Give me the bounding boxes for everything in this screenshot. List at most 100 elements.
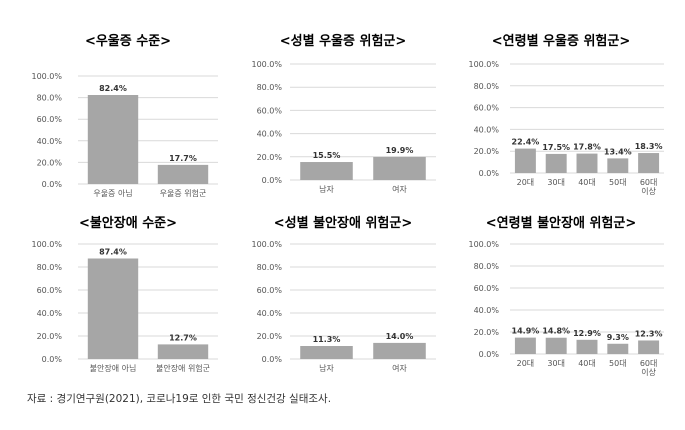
y-tick-label: 20.0% <box>257 332 283 341</box>
data-label: 9.3% <box>607 333 629 342</box>
chart-panel-1: <우울증 수준> 0.0% 20.0% 40.0% 60.0% 80.0% 100.0% 82… <box>31 33 218 198</box>
y-tick-label: 20.0% <box>37 158 63 167</box>
chart-panel-4: <불안장애 수준> 0.0% 20.0% 40.0% 60.0% 80.0% 100.0% 8… <box>31 215 218 373</box>
data-label: 11.3% <box>313 335 341 344</box>
x-tick-label: 이상 <box>641 186 656 196</box>
y-tick-label: 100.0% <box>468 240 499 249</box>
bar <box>373 156 426 180</box>
data-label: 12.3% <box>635 329 663 338</box>
data-label: 14.8% <box>542 327 570 336</box>
y-tick-label: 20.0% <box>474 328 500 337</box>
data-label: 82.4% <box>99 84 127 93</box>
y-tick-label: 40.0% <box>257 309 283 318</box>
bar <box>300 346 353 359</box>
y-tick-label: 0.0% <box>479 350 500 359</box>
y-tick-label: 80.0% <box>37 94 63 103</box>
y-tick-label: 0.0% <box>262 355 283 364</box>
x-tick-label: 불안장애 위험군 <box>156 363 210 373</box>
chart-title: <불안장애 수준> <box>79 215 177 231</box>
y-tick-label: 80.0% <box>37 263 63 272</box>
y-tick-label: 100.0% <box>31 72 62 81</box>
x-tick-label: 30대 <box>547 359 565 368</box>
y-tick-label: 80.0% <box>257 263 283 272</box>
y-tick-label: 100.0% <box>31 240 62 249</box>
data-label: 22.4% <box>512 138 540 147</box>
data-label: 17.7% <box>169 154 197 163</box>
y-tick-label: 20.0% <box>37 332 63 341</box>
y-tick-label: 0.0% <box>42 355 63 364</box>
y-tick-label: 40.0% <box>37 309 63 318</box>
x-tick-label: 20대 <box>517 178 535 187</box>
y-tick-label: 60.0% <box>37 286 63 295</box>
bar <box>87 258 139 359</box>
bar <box>373 342 426 359</box>
x-tick-label: 우울증 아님 <box>93 188 132 198</box>
y-tick-label: 60.0% <box>474 104 500 113</box>
x-tick-label: 남자 <box>319 364 334 373</box>
y-tick-label: 20.0% <box>474 147 500 156</box>
bar <box>638 153 660 173</box>
y-tick-label: 60.0% <box>37 115 63 124</box>
y-tick-label: 40.0% <box>474 306 500 315</box>
x-tick-label: 60대 <box>640 178 658 187</box>
bar <box>607 158 629 173</box>
x-tick-label: 이상 <box>641 367 656 377</box>
y-tick-label: 80.0% <box>474 262 500 271</box>
bar <box>514 148 536 173</box>
chart-title: <연령별 불안장애 위험군> <box>486 215 636 231</box>
y-tick-label: 100.0% <box>468 60 499 69</box>
data-label: 12.9% <box>573 329 601 338</box>
data-label: 13.4% <box>604 147 632 156</box>
x-tick-label: 40대 <box>578 178 596 187</box>
x-tick-label: 여자 <box>392 363 407 373</box>
data-label: 18.3% <box>635 142 663 151</box>
chart-title: <연령별 우울증 위험군> <box>492 33 630 49</box>
chart-title: <성별 불안장애 위험군> <box>274 215 412 231</box>
chart-panel-5: <성별 불안장애 위험군> 0.0% 20.0% 40.0% 60.0% 80.0% 100… <box>251 215 436 373</box>
y-tick-label: 60.0% <box>474 284 500 293</box>
data-label: 14.0% <box>386 332 414 341</box>
bar <box>87 95 139 184</box>
data-label: 17.8% <box>573 143 601 152</box>
data-label: 87.4% <box>99 247 127 256</box>
chart-panel-6: <연령별 불안장애 위험군> 0.0% 20.0% 40.0% 60.0% 80.0% 10… <box>468 215 664 377</box>
bar <box>300 162 353 180</box>
chart-panel-3: <연령별 우울증 위험군> 0.0% 20.0% 40.0% 60.0% 80.0% 100… <box>468 33 664 196</box>
y-tick-label: 0.0% <box>262 176 283 185</box>
y-tick-label: 40.0% <box>474 125 500 134</box>
y-tick-label: 100.0% <box>251 240 282 249</box>
y-tick-label: 80.0% <box>474 82 500 91</box>
data-label: 17.5% <box>542 143 570 152</box>
data-label: 15.5% <box>313 151 341 160</box>
x-tick-label: 60대 <box>640 359 658 368</box>
bar <box>514 337 536 354</box>
bar <box>576 339 598 354</box>
y-tick-label: 20.0% <box>257 153 283 162</box>
source-note: 자료 : 경기연구원(2021), 코로나19로 인한 국민 정신건강 실태조사… <box>27 393 332 405</box>
x-tick-label: 50대 <box>609 359 627 368</box>
x-tick-label: 40대 <box>578 359 596 368</box>
chart-title: <성별 우울증 위험군> <box>280 33 407 49</box>
y-tick-label: 0.0% <box>479 169 500 178</box>
x-tick-label: 여자 <box>392 184 407 194</box>
bar <box>545 337 567 354</box>
bar <box>576 153 598 173</box>
bar <box>545 153 567 173</box>
x-tick-label: 30대 <box>547 178 565 187</box>
y-tick-label: 0.0% <box>42 180 63 189</box>
data-label: 12.7% <box>169 333 197 342</box>
data-label: 19.9% <box>386 146 414 155</box>
bar <box>157 344 209 359</box>
x-tick-label: 50대 <box>609 178 627 187</box>
y-tick-label: 40.0% <box>37 137 63 146</box>
y-tick-label: 100.0% <box>251 60 282 69</box>
x-tick-label: 20대 <box>517 359 535 368</box>
y-tick-label: 40.0% <box>257 130 283 139</box>
chart-panel-2: <성별 우울증 위험군> 0.0% 20.0% 40.0% 60.0% 80.0% 100.… <box>251 33 436 194</box>
x-tick-label: 우울증 위험군 <box>160 189 207 198</box>
bar <box>607 343 629 354</box>
y-tick-label: 60.0% <box>257 286 283 295</box>
bar <box>157 164 209 184</box>
x-tick-label: 불안장애 아님 <box>90 363 137 373</box>
